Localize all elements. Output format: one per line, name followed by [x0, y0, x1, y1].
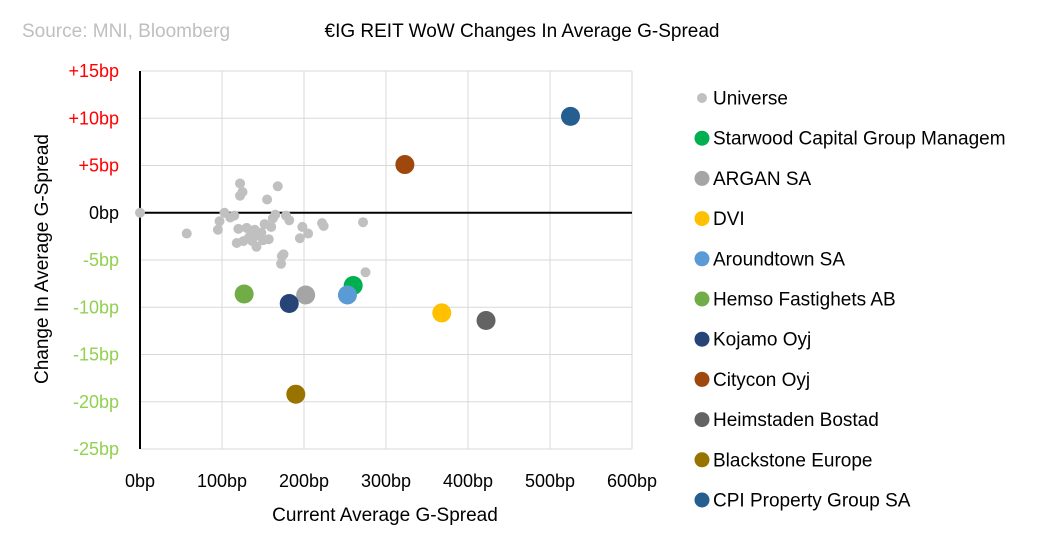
legend-marker: [694, 251, 710, 267]
legend-marker: [694, 371, 710, 387]
x-tick-label: 100bp: [197, 471, 247, 491]
data-point: [135, 207, 145, 218]
data-point: [270, 209, 281, 220]
data-point: [318, 220, 329, 231]
data-point: [212, 224, 223, 235]
legend-label: Kojamo Oyj: [713, 330, 811, 351]
x-tick-label: 200bp: [279, 471, 329, 491]
data-point: [297, 221, 308, 232]
legend-marker: [694, 170, 710, 186]
y-tick-label: -15bp: [73, 345, 119, 365]
legend-label: Blackstone Europe: [713, 450, 873, 471]
data-point: [229, 210, 240, 221]
data-point: [286, 384, 306, 404]
y-axis-label: Change In Average G-Spread: [32, 134, 53, 384]
legend-marker: [694, 130, 710, 146]
legend-marker: [694, 412, 710, 428]
legend-label: Universe: [713, 89, 788, 110]
legend-label: Hemso Fastighets AB: [713, 290, 896, 311]
data-point: [237, 186, 248, 197]
y-tick-labels: +15bp +10bp +5bp 0bp -5bp -10bp -15bp -20bp -25b…: [68, 61, 119, 459]
data-point: [233, 223, 244, 234]
data-point: [263, 234, 274, 245]
legend-label: DVI: [713, 209, 745, 230]
legend-marker: [694, 452, 710, 468]
data-point: [278, 249, 289, 260]
data-point: [337, 285, 357, 305]
legend-label: Starwood Capital Group Managem: [713, 129, 1006, 150]
data-point: [303, 228, 314, 239]
x-tick-label: 0bp: [125, 471, 155, 491]
legend-label: Citycon Oyj: [713, 370, 810, 391]
x-tick-label: 400bp: [443, 471, 493, 491]
data-points: [135, 106, 580, 404]
legend-label: ARGAN SA: [713, 169, 812, 190]
x-tick-labels: 0bp 100bp 200bp 300bp 400bp 500bp 600bp: [125, 471, 657, 491]
y-tick-label: -10bp: [73, 297, 119, 317]
data-point: [279, 293, 299, 313]
data-point: [296, 285, 316, 305]
legend-marker: [694, 492, 710, 508]
data-point: [395, 155, 415, 175]
chart-title: €IG REIT WoW Changes In Average G-Spread: [325, 21, 720, 42]
y-tick-label: -20bp: [73, 392, 119, 412]
legend-label: Aroundtown SA: [713, 249, 845, 270]
data-point: [476, 310, 496, 330]
y-tick-label: -5bp: [83, 250, 119, 270]
legend-marker: [694, 291, 710, 307]
y-tick-label: -25bp: [73, 439, 119, 459]
data-point: [276, 258, 287, 269]
data-point: [181, 228, 192, 239]
data-point: [294, 233, 305, 244]
gridlines: [140, 70, 633, 450]
legend-marker: [694, 211, 710, 227]
data-point: [214, 216, 225, 227]
y-tick-label: +15bp: [68, 61, 119, 81]
data-point: [262, 194, 273, 205]
data-point: [251, 241, 262, 252]
data-point: [358, 217, 369, 228]
data-point: [266, 221, 277, 232]
data-point: [360, 267, 371, 278]
y-tick-label: +5bp: [78, 156, 119, 176]
y-tick-label: +10bp: [68, 108, 119, 128]
data-point: [235, 178, 246, 189]
legend-label: Heimstaden Bostad: [713, 410, 879, 431]
legend-marker: [697, 93, 707, 103]
legend-label: CPI Property Group SA: [713, 491, 911, 512]
x-tick-label: 300bp: [361, 471, 411, 491]
data-point: [234, 284, 254, 304]
legend: Universe Starwood Capital Group Managem AR…: [694, 89, 1006, 512]
x-axis-label: Current Average G-Spread: [272, 505, 498, 526]
data-point: [256, 227, 267, 238]
data-point: [561, 106, 580, 126]
x-tick-label: 500bp: [525, 471, 575, 491]
data-point: [284, 215, 295, 226]
x-tick-label: 600bp: [607, 471, 657, 491]
source-note: Source: MNI, Bloomberg: [22, 21, 230, 42]
legend-marker: [694, 331, 710, 347]
y-tick-label: 0bp: [89, 203, 119, 223]
data-point: [432, 303, 452, 323]
data-point: [272, 181, 283, 192]
